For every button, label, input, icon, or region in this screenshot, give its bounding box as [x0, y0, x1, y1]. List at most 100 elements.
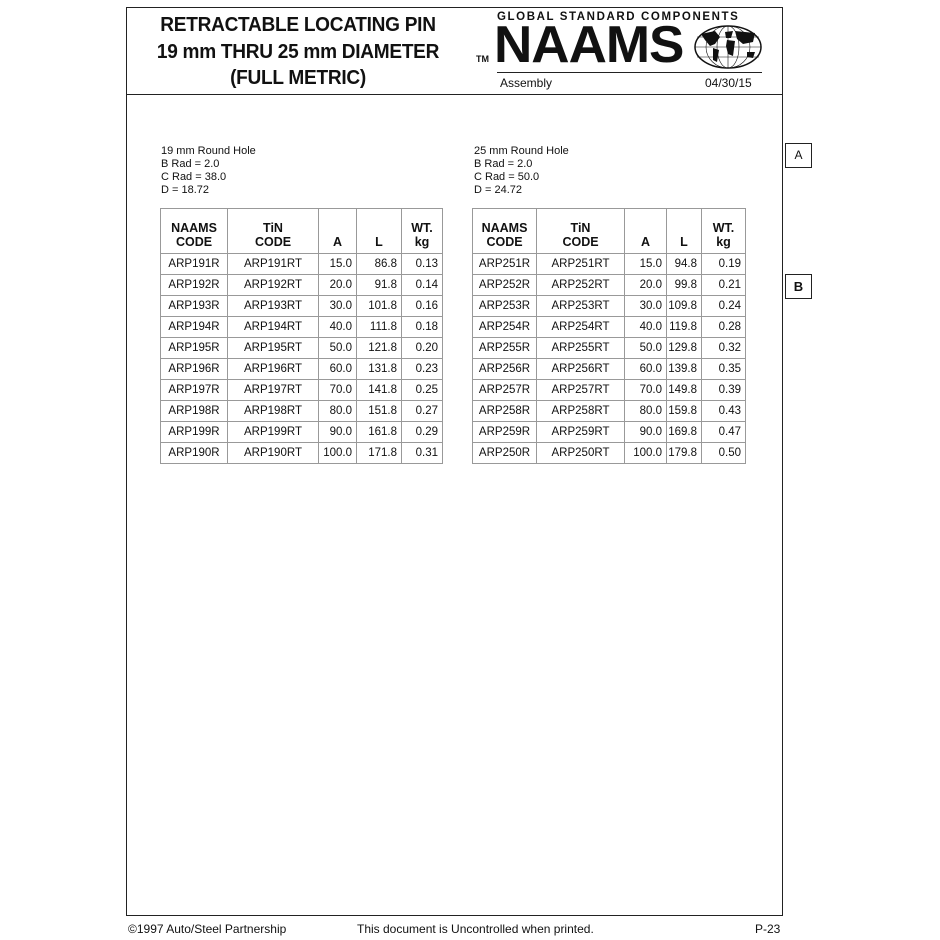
naams-code-cell: ARP194R	[160, 316, 228, 338]
column-header-line: CODE	[175, 235, 213, 249]
tin-code-cell: ARP259RT	[536, 421, 625, 443]
weight-cell: 0.14	[401, 274, 443, 296]
tin-code-cell: ARP250RT	[536, 442, 625, 464]
a-cell: 50.0	[624, 337, 667, 359]
naams-code-cell: ARP193R	[160, 295, 228, 317]
table-row: ARP199R ARP199RT 90.0 161.8 0.29	[160, 421, 443, 443]
table-row: ARP196R ARP196RT 60.0 131.8 0.23	[160, 358, 443, 380]
weight-cell: 0.13	[401, 253, 443, 275]
weight-cell: 0.18	[401, 316, 443, 338]
column-header-line: NAAMS	[481, 221, 528, 235]
spec-line: B Rad = 2.0	[161, 158, 220, 170]
weight-cell: 0.32	[701, 337, 746, 359]
column-header-line: L	[680, 235, 688, 249]
table-row: ARP258R ARP258RT 80.0 159.8 0.43	[472, 400, 746, 422]
column-header: A	[624, 208, 667, 254]
l-cell: 86.8	[356, 253, 402, 275]
weight-cell: 0.25	[401, 379, 443, 401]
column-header: L	[356, 208, 402, 254]
page-title: RETRACTABLE LOCATING PIN 19 mm THRU 25 m…	[140, 12, 456, 92]
title-line-3: (FULL METRIC)	[230, 66, 366, 89]
table-row: ARP195R ARP195RT 50.0 121.8 0.20	[160, 337, 443, 359]
naams-code-cell: ARP253R	[472, 295, 537, 317]
l-cell: 121.8	[356, 337, 402, 359]
a-cell: 40.0	[318, 316, 357, 338]
spec-block-19mm: 19 mm Round Hole B Rad = 2.0 C Rad = 38.…	[161, 145, 256, 197]
naams-code-cell: ARP259R	[472, 421, 537, 443]
naams-code-cell: ARP191R	[160, 253, 228, 275]
weight-cell: 0.24	[701, 295, 746, 317]
table-header-row: NAAMS CODE TiN CODE A L WT. kg	[160, 208, 443, 254]
table-row: ARP253R ARP253RT 30.0 109.8 0.24	[472, 295, 746, 317]
l-cell: 169.8	[666, 421, 702, 443]
column-header-line: A	[332, 235, 343, 249]
tin-code-cell: ARP192RT	[227, 274, 319, 296]
l-cell: 151.8	[356, 400, 402, 422]
tin-code-cell: ARP194RT	[227, 316, 319, 338]
a-cell: 60.0	[624, 358, 667, 380]
spec-block-25mm: 25 mm Round Hole B Rad = 2.0 C Rad = 50.…	[474, 145, 569, 197]
weight-cell: 0.50	[701, 442, 746, 464]
weight-cell: 0.28	[701, 316, 746, 338]
l-cell: 129.8	[666, 337, 702, 359]
header-divider	[126, 94, 783, 95]
table-row: ARP193R ARP193RT 30.0 101.8 0.16	[160, 295, 443, 317]
weight-cell: 0.31	[401, 442, 443, 464]
weight-cell: 0.47	[701, 421, 746, 443]
column-header-line: kg	[716, 235, 731, 249]
table-row: ARP256R ARP256RT 60.0 139.8 0.35	[472, 358, 746, 380]
a-cell: 30.0	[318, 295, 357, 317]
l-cell: 139.8	[666, 358, 702, 380]
column-header: NAAMS CODE	[472, 208, 537, 254]
spec-line: D = 24.72	[474, 184, 523, 196]
a-cell: 40.0	[624, 316, 667, 338]
tin-code-cell: ARP251RT	[536, 253, 625, 275]
l-cell: 161.8	[356, 421, 402, 443]
spec-line: 19 mm Round Hole	[161, 145, 256, 157]
a-cell: 80.0	[624, 400, 667, 422]
naams-code-cell: ARP196R	[160, 358, 228, 380]
naams-code-cell: ARP195R	[160, 337, 228, 359]
l-cell: 94.8	[666, 253, 702, 275]
table-row: ARP191R ARP191RT 15.0 86.8 0.13	[160, 253, 443, 275]
table-row: ARP257R ARP257RT 70.0 149.8 0.39	[472, 379, 746, 401]
table-row: ARP198R ARP198RT 80.0 151.8 0.27	[160, 400, 443, 422]
naams-code-cell: ARP190R	[160, 442, 228, 464]
naams-code-cell: ARP256R	[472, 358, 537, 380]
tin-code-cell: ARP252RT	[536, 274, 625, 296]
l-cell: 101.8	[356, 295, 402, 317]
spec-line: C Rad = 50.0	[474, 171, 540, 183]
a-cell: 80.0	[318, 400, 357, 422]
side-tab-a[interactable]: A	[785, 143, 812, 168]
column-header: WT. kg	[401, 208, 443, 254]
tin-code-cell: ARP258RT	[536, 400, 625, 422]
column-header-line: CODE	[562, 235, 599, 249]
table-header-row: NAAMS CODE TiN CODE A L WT. kg	[472, 208, 746, 254]
table-row: ARP254R ARP254RT 40.0 119.8 0.28	[472, 316, 746, 338]
a-cell: 50.0	[318, 337, 357, 359]
side-tab-b[interactable]: B	[785, 274, 812, 299]
l-cell: 171.8	[356, 442, 402, 464]
a-cell: 100.0	[318, 442, 357, 464]
column-header: TiN CODE	[227, 208, 319, 254]
naams-code-cell: ARP192R	[160, 274, 228, 296]
parts-table-19mm: NAAMS CODE TiN CODE A L WT. kg ARP191R ARP191RT 15…	[160, 208, 443, 464]
tin-code-cell: ARP255RT	[536, 337, 625, 359]
naams-code-cell: ARP197R	[160, 379, 228, 401]
table-row: ARP197R ARP197RT 70.0 141.8 0.25	[160, 379, 443, 401]
l-cell: 159.8	[666, 400, 702, 422]
column-header-line: kg	[414, 235, 430, 249]
parts-table-25mm: NAAMS CODE TiN CODE A L WT. kg ARP251R ARP251RT 15…	[472, 208, 746, 464]
tin-code-cell: ARP256RT	[536, 358, 625, 380]
naams-code-cell: ARP255R	[472, 337, 537, 359]
naams-code-cell: ARP250R	[472, 442, 537, 464]
table-row: ARP259R ARP259RT 90.0 169.8 0.47	[472, 421, 746, 443]
tin-code-cell: ARP199RT	[227, 421, 319, 443]
table-row: ARP252R ARP252RT 20.0 99.8 0.21	[472, 274, 746, 296]
l-cell: 91.8	[356, 274, 402, 296]
globe-icon	[694, 25, 762, 69]
a-cell: 20.0	[624, 274, 667, 296]
a-cell: 100.0	[624, 442, 667, 464]
table-row: ARP251R ARP251RT 15.0 94.8 0.19	[472, 253, 746, 275]
tin-code-cell: ARP190RT	[227, 442, 319, 464]
